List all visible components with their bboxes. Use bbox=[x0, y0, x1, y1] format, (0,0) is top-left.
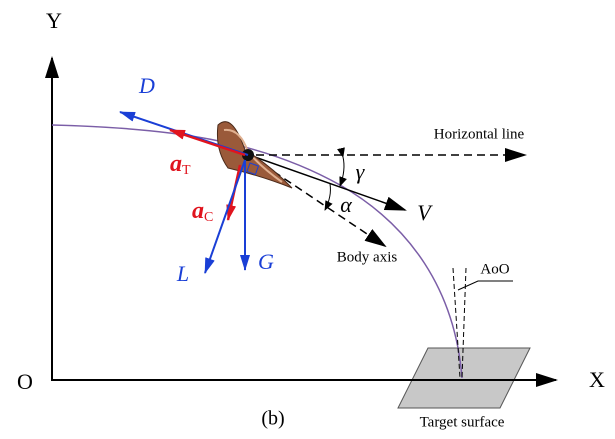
gamma-arc bbox=[340, 157, 344, 186]
symbol: a bbox=[170, 151, 182, 177]
lift-label: L bbox=[176, 261, 189, 286]
origin-label: O bbox=[17, 369, 33, 394]
y-label: Y bbox=[46, 8, 62, 33]
target-label: Target surface bbox=[420, 414, 505, 430]
alpha-label: α bbox=[340, 192, 352, 217]
subscript: T bbox=[182, 163, 191, 178]
drag-label: D bbox=[138, 73, 155, 98]
tangential-label: aT bbox=[170, 151, 191, 179]
target-surface bbox=[398, 348, 530, 408]
gravity-label: G bbox=[258, 249, 274, 274]
gamma-label: γ bbox=[356, 159, 366, 184]
velocity-label: V bbox=[417, 200, 433, 225]
aoo-leader bbox=[458, 281, 513, 290]
symbol: a bbox=[192, 198, 204, 224]
projectile bbox=[217, 122, 292, 188]
centripetal-label: aC bbox=[192, 198, 213, 226]
caption: (b) bbox=[261, 408, 284, 430]
subscript: C bbox=[204, 210, 213, 225]
horizontal-line-label: Horizontal line bbox=[434, 126, 525, 142]
aoo-label: AoO bbox=[480, 261, 509, 277]
alpha-arc bbox=[325, 184, 330, 210]
x-label: X bbox=[589, 367, 605, 392]
diagram: Y X O D L G V aT aC γ α Horizontal line … bbox=[0, 0, 615, 439]
body-axis-label: Body axis bbox=[337, 249, 398, 265]
